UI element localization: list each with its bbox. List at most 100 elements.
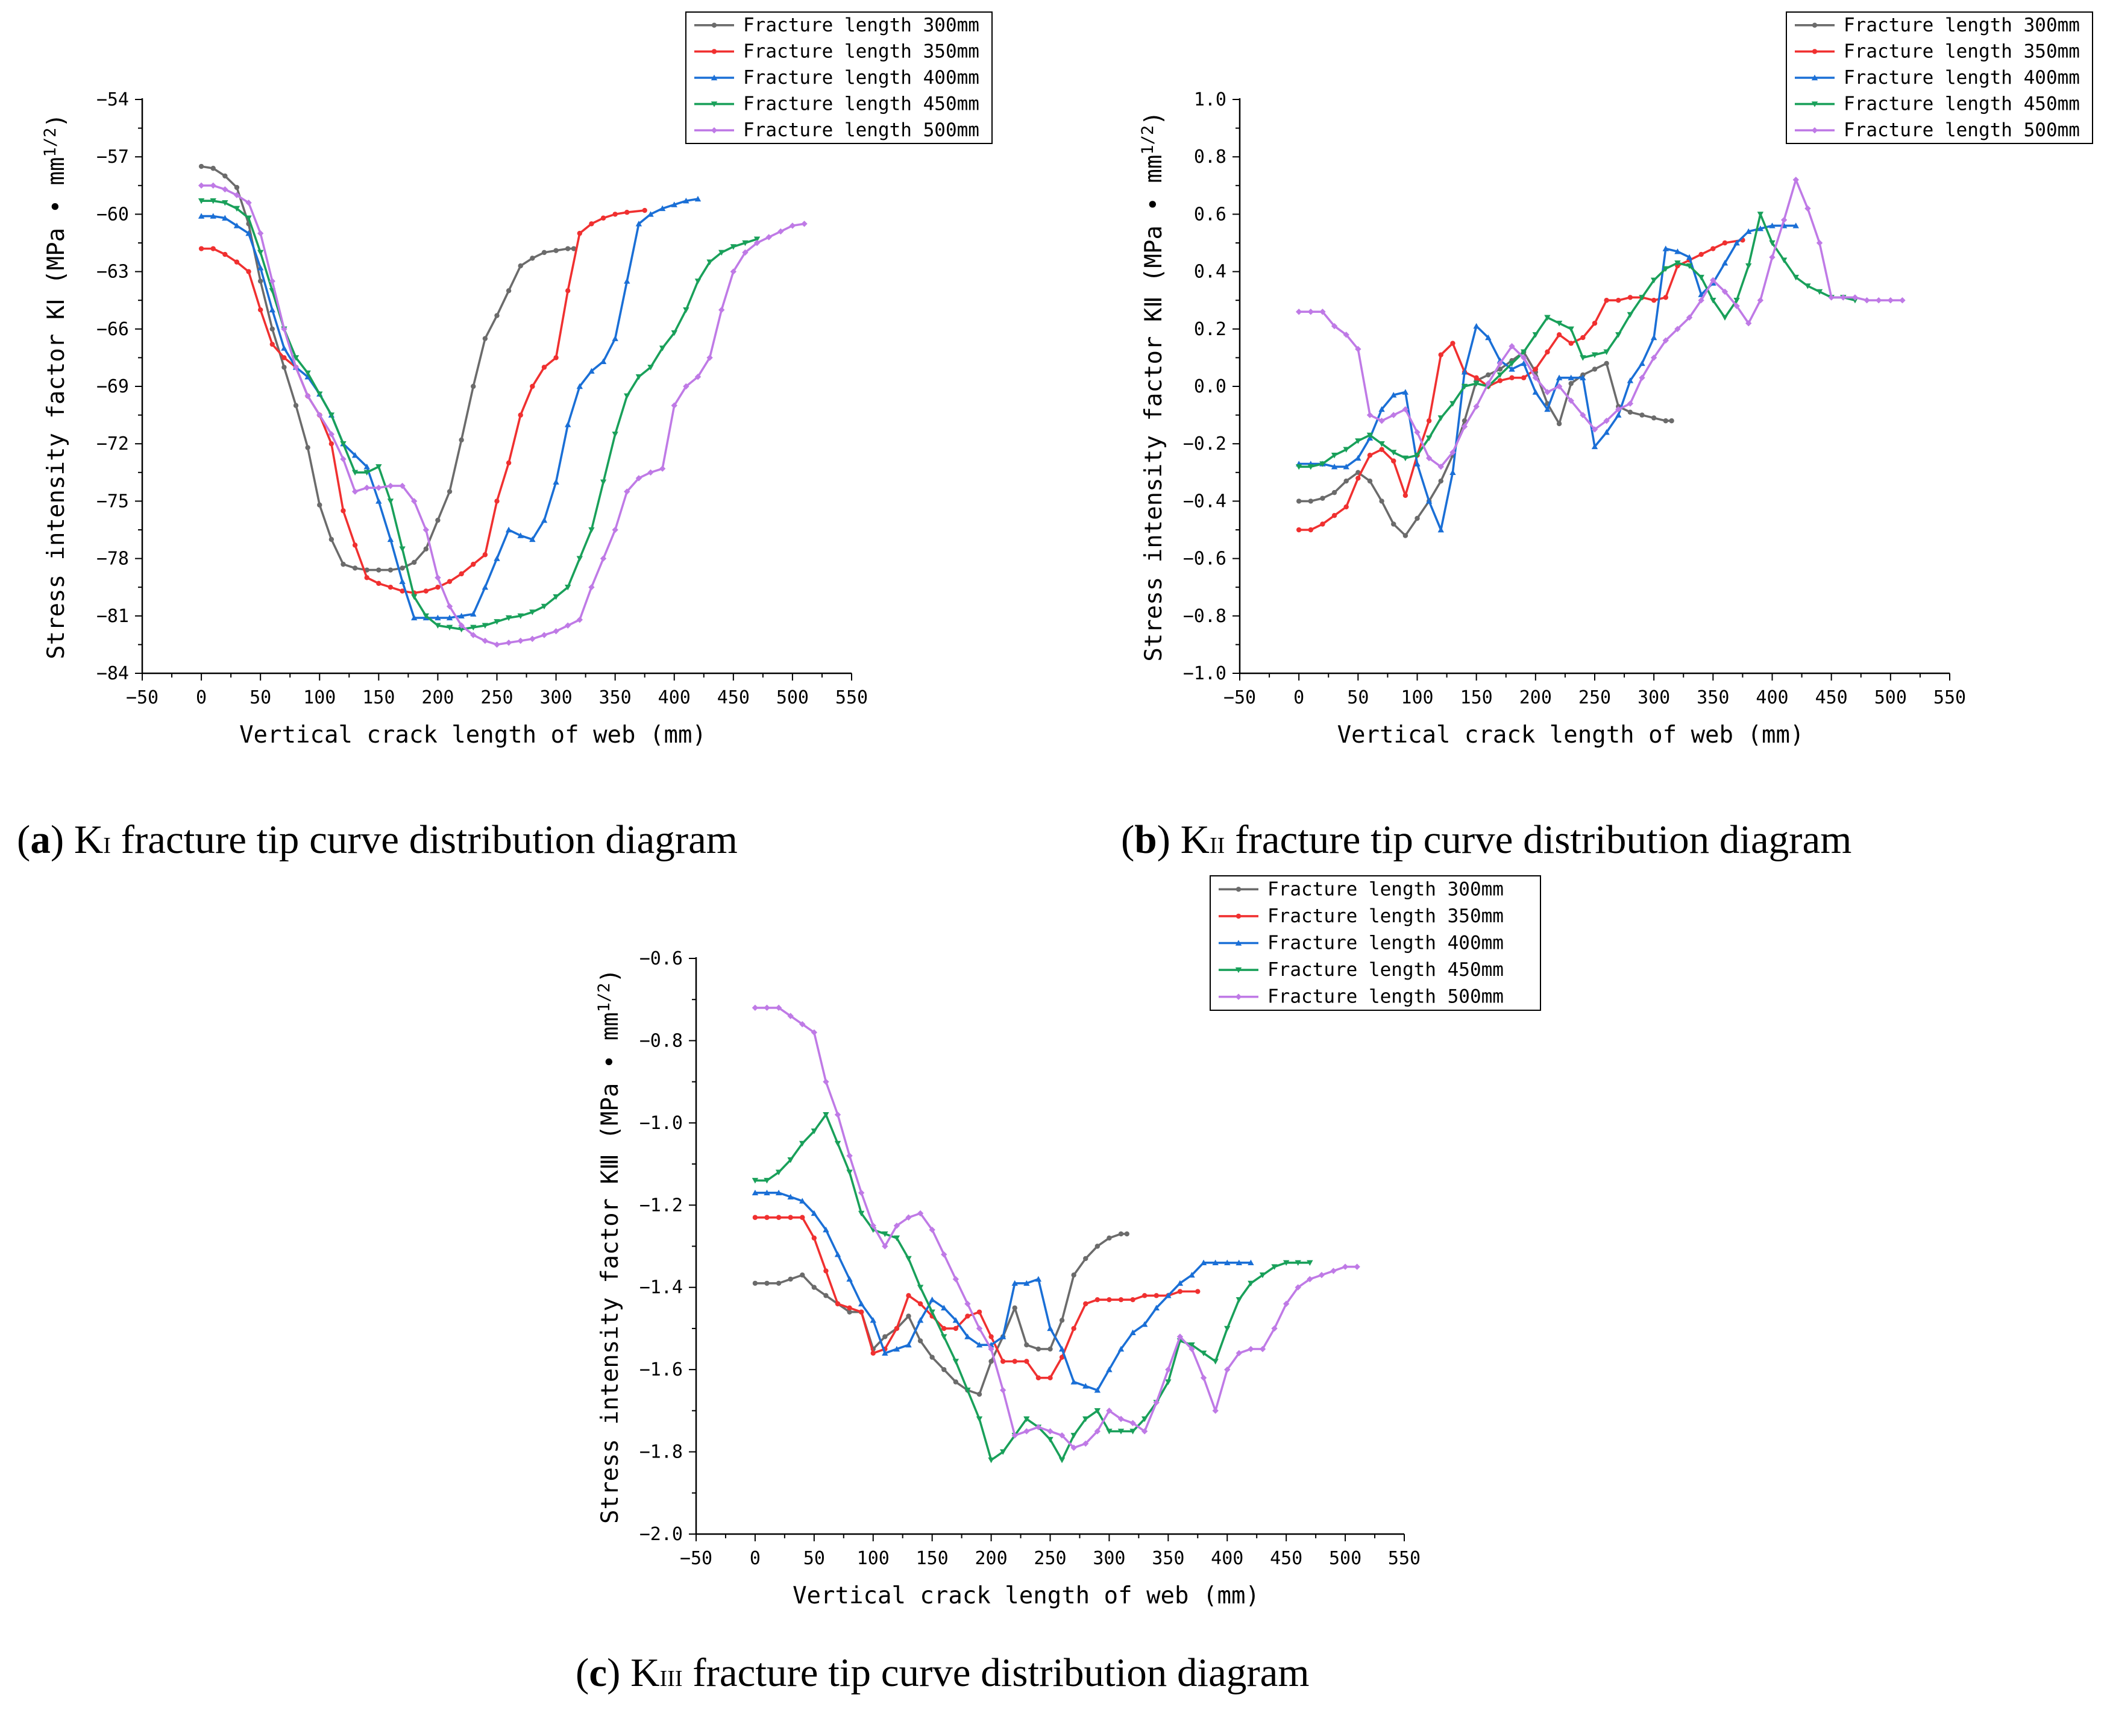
legend-label: Fracture length 350mm xyxy=(743,40,979,62)
data-point xyxy=(1082,1440,1089,1447)
data-point xyxy=(1354,1263,1360,1270)
data-point xyxy=(1745,320,1752,327)
data-point xyxy=(988,1345,994,1353)
data-point xyxy=(388,585,394,590)
data-point xyxy=(529,536,536,542)
data-point xyxy=(1438,478,1443,484)
x-tick-label: 250 xyxy=(1034,1548,1066,1569)
data-point xyxy=(1106,1429,1113,1435)
data-point xyxy=(482,336,488,341)
x-tick-label: 250 xyxy=(1578,687,1611,708)
data-point xyxy=(600,479,607,485)
legend-label: Fracture length 350mm xyxy=(1267,905,1504,927)
data-point xyxy=(1437,464,1444,470)
data-point xyxy=(316,412,323,418)
data-point xyxy=(1580,335,1586,341)
y-tick-label: 0.4 xyxy=(1194,262,1226,283)
data-point xyxy=(328,441,334,447)
legend-label: Fracture length 450mm xyxy=(1267,959,1504,981)
data-point xyxy=(1533,366,1539,372)
chart-c: −50 0 50 100 150 200 250 300 350 400 450 500 550 −2.0… xyxy=(576,875,1541,1695)
data-point xyxy=(505,526,512,533)
data-point xyxy=(1035,1346,1041,1352)
data-point xyxy=(1248,1259,1254,1265)
data-point xyxy=(882,1350,888,1356)
data-point xyxy=(1379,498,1384,504)
data-point xyxy=(458,622,465,629)
data-point xyxy=(246,269,251,274)
data-point xyxy=(1462,418,1468,424)
data-point xyxy=(941,1366,947,1373)
data-point xyxy=(518,263,523,269)
data-point xyxy=(929,1296,935,1303)
data-point xyxy=(1425,498,1433,504)
y-tick-label: −0.2 xyxy=(1183,433,1226,454)
data-point xyxy=(775,1004,782,1011)
x-tick-label: 150 xyxy=(916,1548,949,1569)
data-point xyxy=(941,1326,947,1332)
data-point xyxy=(1402,533,1408,538)
data-point xyxy=(600,358,607,364)
data-point xyxy=(1331,464,1338,470)
data-point xyxy=(588,527,595,533)
x-tick-label: −50 xyxy=(126,687,159,708)
data-point xyxy=(1047,1325,1054,1332)
data-point xyxy=(742,240,749,247)
data-point xyxy=(1094,1428,1101,1435)
data-point xyxy=(917,1210,924,1217)
data-point xyxy=(1733,239,1740,246)
data-point xyxy=(1129,1429,1136,1435)
data-point xyxy=(1757,225,1764,231)
data-point xyxy=(1059,1318,1065,1323)
data-point xyxy=(1568,397,1574,404)
data-point xyxy=(328,412,335,418)
data-point xyxy=(1295,1284,1301,1291)
data-point xyxy=(234,259,240,265)
y-tick-label: −1.6 xyxy=(639,1359,683,1380)
data-point xyxy=(1733,303,1740,309)
data-point xyxy=(1271,1264,1278,1270)
data-point xyxy=(1568,381,1574,386)
data-point xyxy=(589,221,594,227)
data-point xyxy=(1804,283,1811,289)
data-point xyxy=(1615,412,1622,418)
data-point xyxy=(423,546,429,552)
data-point xyxy=(1378,406,1385,412)
data-point xyxy=(823,1293,829,1298)
data-point xyxy=(1165,1292,1172,1298)
data-point xyxy=(1792,274,1799,281)
data-point xyxy=(1176,1333,1184,1340)
data-point xyxy=(447,489,453,494)
data-point xyxy=(1059,1354,1065,1360)
data-point xyxy=(1840,294,1847,301)
data-point xyxy=(410,614,418,621)
series-fracture-length-350mm xyxy=(752,1215,1201,1380)
y-tick-label: −2.0 xyxy=(639,1524,683,1545)
data-point xyxy=(304,370,311,376)
data-point xyxy=(846,1275,853,1282)
data-point xyxy=(198,182,205,189)
data-point xyxy=(1035,1424,1042,1430)
data-point xyxy=(1189,1272,1195,1278)
data-point xyxy=(600,555,607,562)
data-point xyxy=(1367,453,1373,458)
data-point xyxy=(1355,454,1361,461)
data-point xyxy=(1780,257,1788,263)
x-axis-label: Vertical crack length of web (mm) xyxy=(1337,722,1804,749)
data-point xyxy=(1141,1416,1148,1423)
data-point xyxy=(340,441,347,447)
data-point xyxy=(683,307,689,313)
y-tick-label: −0.8 xyxy=(639,1030,683,1051)
data-point xyxy=(1165,1379,1172,1385)
data-point xyxy=(1236,1259,1243,1265)
data-point xyxy=(292,364,300,371)
data-point xyxy=(245,215,252,221)
data-point xyxy=(505,640,512,646)
data-point xyxy=(1200,1259,1207,1265)
legend-label: Fracture length 300mm xyxy=(1844,14,2080,36)
data-point xyxy=(800,1272,805,1278)
data-point xyxy=(1792,222,1799,228)
data-point xyxy=(1094,1408,1101,1414)
data-point xyxy=(1650,334,1657,341)
data-point xyxy=(505,615,512,621)
